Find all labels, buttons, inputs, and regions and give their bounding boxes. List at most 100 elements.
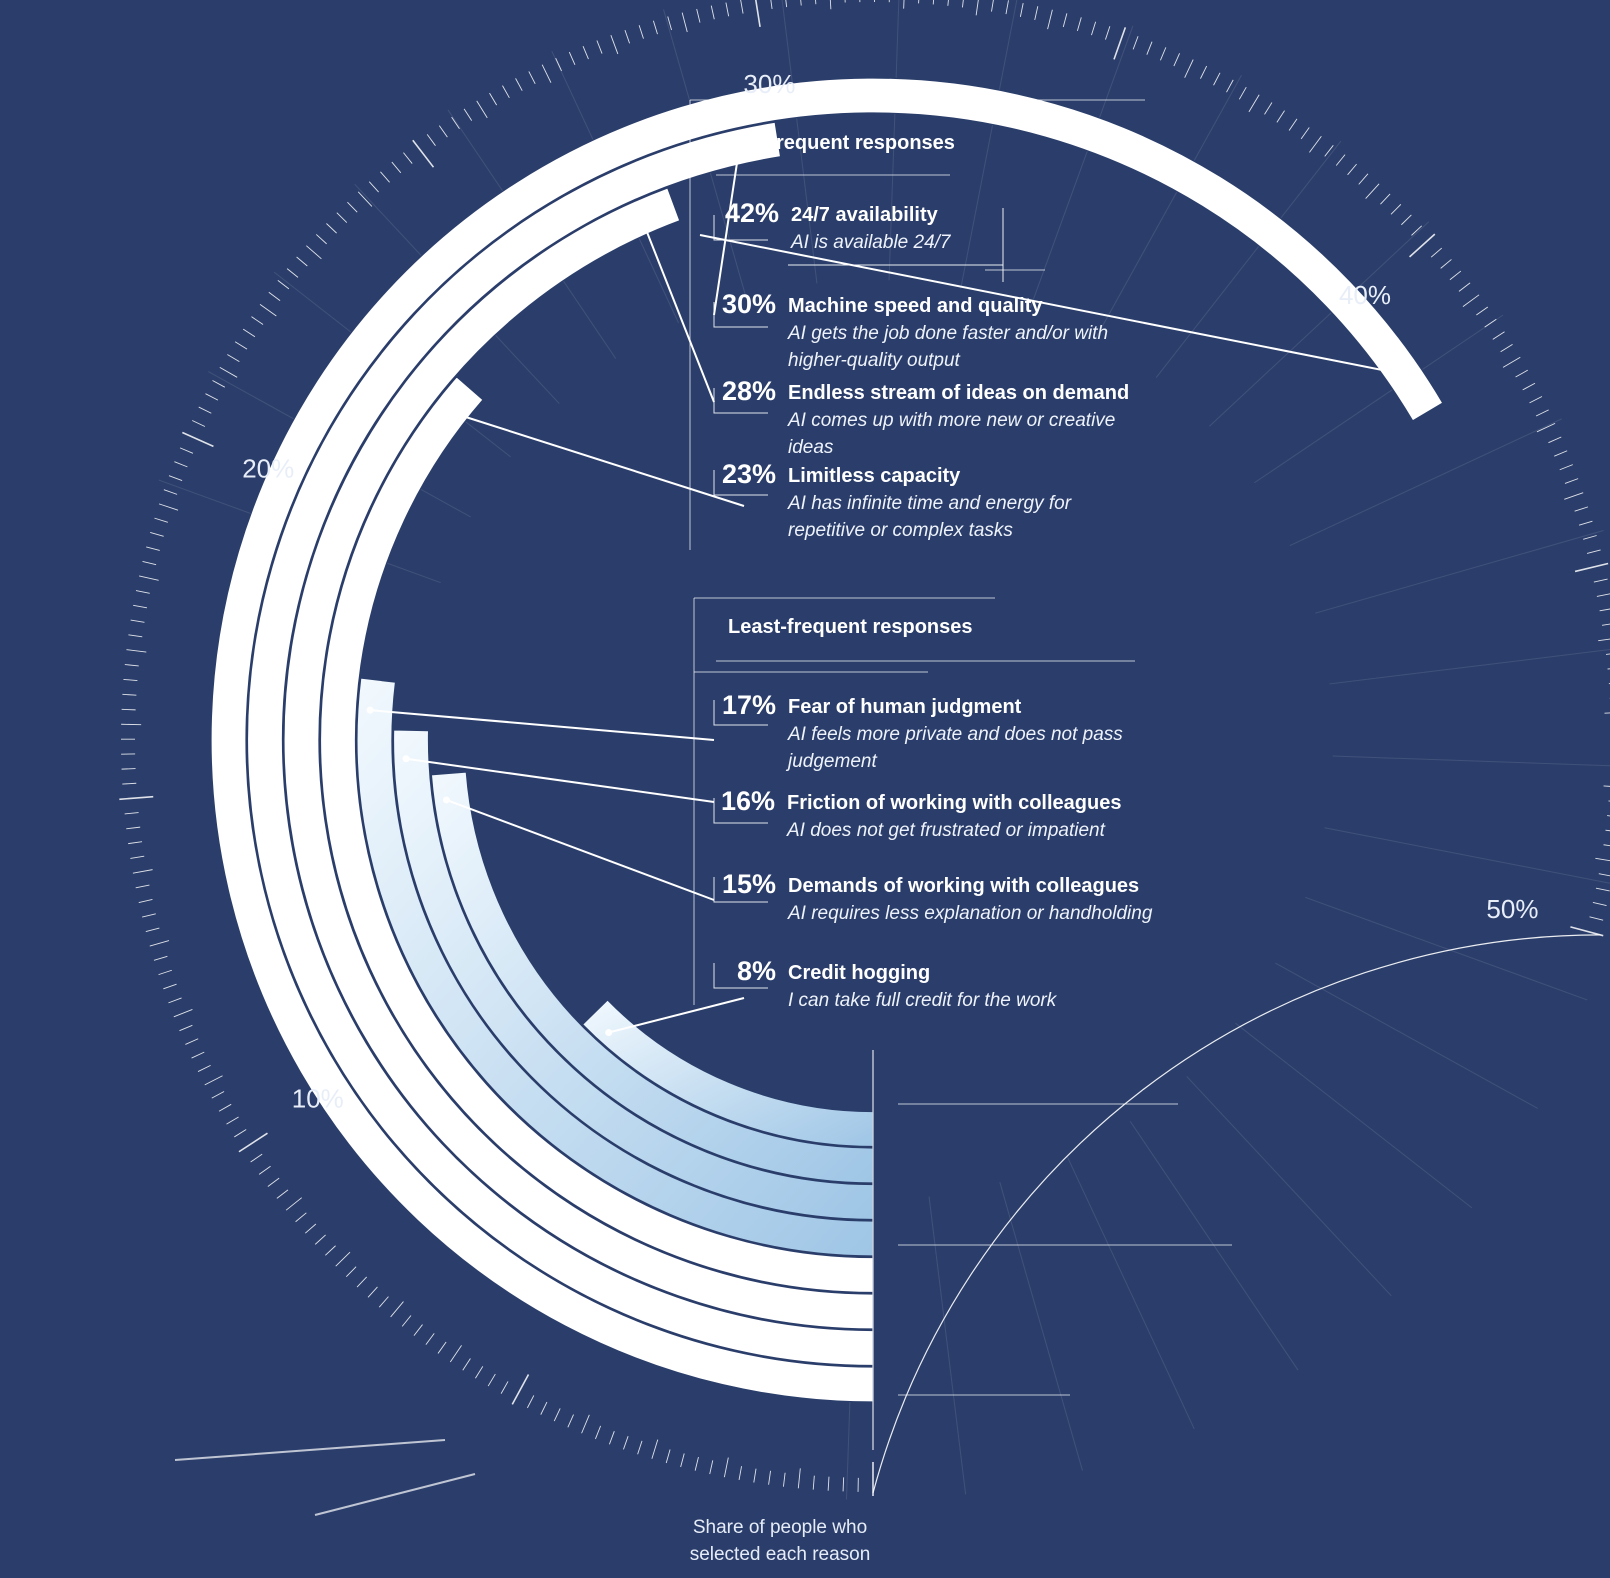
axis-tick	[489, 92, 498, 106]
axis-tick	[335, 1251, 351, 1267]
data-label-16: 16%	[720, 786, 775, 816]
axis-tick	[227, 354, 240, 363]
axis-tick	[138, 899, 153, 903]
axis-tick	[1535, 409, 1549, 417]
axis-tick	[191, 1051, 205, 1059]
axis-tick	[449, 1345, 462, 1363]
radial-guide-line	[1275, 962, 1538, 1109]
axis-tick	[251, 316, 264, 325]
leader-line	[446, 799, 715, 901]
axis-tick	[401, 1315, 412, 1327]
leader-line	[699, 234, 1412, 377]
axis-tick	[124, 664, 139, 667]
axis-tick	[540, 1401, 548, 1415]
axis-tick	[1484, 318, 1497, 328]
axis-tick	[827, 1476, 830, 1491]
series-label-credit-hogging: Credit hogging	[788, 962, 931, 984]
axis-tick	[356, 1276, 368, 1288]
axis-tick	[1476, 306, 1489, 316]
axis-tick	[710, 5, 715, 20]
axis-tick	[126, 649, 147, 653]
entry-fear-of-judgment: 17% Fear of human judgment AI feels more…	[722, 690, 1228, 775]
axis-tick	[130, 855, 145, 859]
leader-dot	[402, 755, 410, 763]
axis-tick	[142, 913, 156, 918]
axis-tick	[1601, 623, 1610, 626]
axis-tick	[1598, 873, 1610, 877]
axis-tick	[1592, 902, 1607, 907]
axis-tick	[1574, 506, 1589, 512]
series-desc-friction-colleagues: AI does not get frustrated or impatient	[787, 820, 1105, 841]
axis-tick	[391, 161, 402, 174]
axis-tick	[1226, 79, 1234, 93]
axis-tick	[680, 1453, 685, 1468]
axis-tick	[347, 201, 358, 213]
tick-label: 10%	[292, 1083, 344, 1113]
axis-arc	[872, 934, 1601, 1494]
bar-17%	[356, 677, 874, 1257]
axis-tick	[1462, 294, 1480, 308]
entry-friction-colleagues: 16% Friction of working with colleagues …	[721, 786, 1227, 844]
axis-tick	[357, 191, 373, 207]
axis-tick	[173, 1009, 193, 1018]
axis-tick	[555, 58, 562, 72]
axis-tick	[336, 212, 348, 223]
axis-tick	[146, 546, 160, 551]
axis-tick	[1200, 65, 1208, 79]
axis-tick	[1264, 102, 1273, 115]
tick-label: 50%	[1486, 894, 1538, 924]
radial-guide-line	[1305, 896, 1588, 1001]
axis-tick	[681, 12, 688, 33]
axis-tick	[1091, 21, 1097, 36]
axis-tick	[1335, 154, 1346, 166]
axis-tick	[154, 517, 168, 523]
entry-24-7-availability: 42% 24/7 availability AI is available 24…	[725, 198, 1231, 256]
axis-tick	[150, 532, 164, 537]
axis-tick	[315, 234, 327, 245]
axis-tick	[145, 927, 160, 933]
axis-tick	[1559, 464, 1573, 471]
axis-tick	[204, 1075, 223, 1086]
axis-tick	[463, 108, 473, 121]
axis-tick	[553, 1408, 561, 1422]
axis-tick	[782, 1472, 786, 1487]
axis-tick	[610, 35, 619, 55]
series-desc-demands-colleagues: AI requires less explanation or handhold…	[788, 903, 1153, 924]
axis-tick	[1529, 396, 1543, 404]
label-bracket	[713, 470, 768, 496]
radial-guide-line	[1029, 25, 1134, 308]
axis-tick	[296, 256, 308, 267]
leader-dot	[441, 406, 449, 414]
axis-tick	[212, 380, 226, 388]
axis-tick	[595, 1425, 602, 1440]
axis-tick	[1605, 653, 1610, 655]
axis-tick	[652, 20, 658, 35]
axis-tick	[1062, 13, 1068, 28]
axis-tick	[197, 1064, 211, 1072]
axis-tick	[325, 1245, 336, 1256]
axis-tick	[932, 0, 935, 5]
axis-tick	[1564, 492, 1584, 500]
axis-tick	[126, 826, 141, 830]
data-label-28: 28%	[721, 376, 776, 406]
radial-guide-line	[1254, 314, 1504, 484]
axis-tick	[451, 116, 460, 129]
data-label-15: 15%	[721, 869, 776, 899]
radial-guide-line	[1095, 75, 1242, 338]
axis-tick	[696, 8, 701, 23]
axis-tick	[121, 708, 136, 711]
bar-28%	[283, 187, 874, 1330]
axis-tick	[412, 139, 435, 168]
axis-tick	[1411, 225, 1423, 236]
bar-23%	[319, 375, 874, 1294]
axis-tick	[1409, 233, 1436, 258]
axis-tick	[122, 693, 137, 696]
axis-tick	[1522, 382, 1536, 391]
axis-tick	[367, 1286, 378, 1298]
axis-tick	[526, 1395, 535, 1409]
radial-guide-line	[999, 1182, 1083, 1471]
axis-tick	[462, 1358, 471, 1371]
axis-tick	[797, 1468, 801, 1489]
axis-tick	[903, 0, 905, 9]
axis-tick	[1564, 478, 1579, 484]
